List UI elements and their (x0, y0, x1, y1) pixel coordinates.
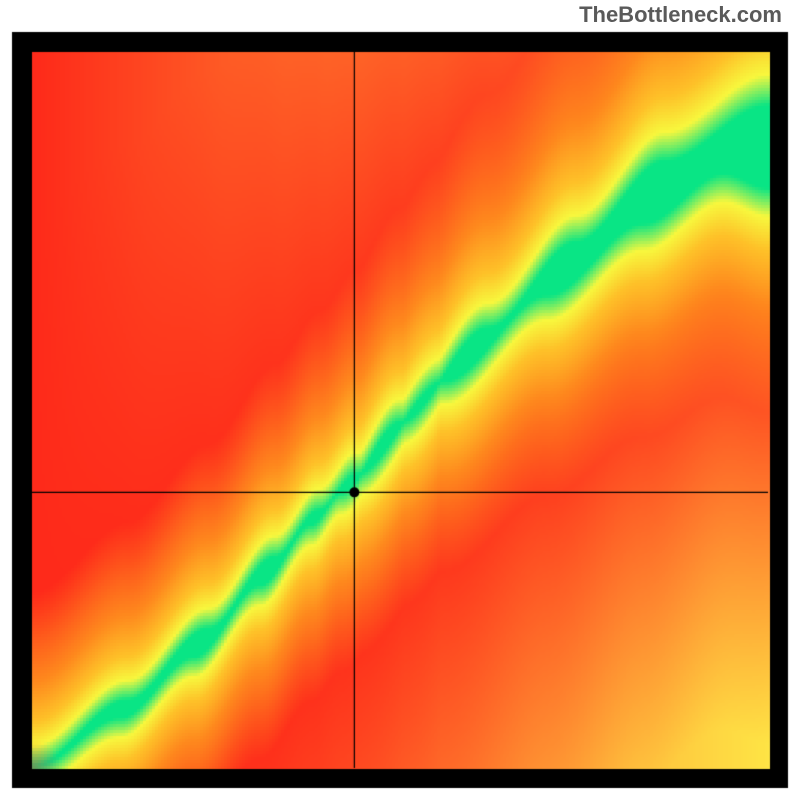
chart-container: TheBottleneck.com (0, 0, 800, 800)
watermark-text: TheBottleneck.com (579, 2, 782, 28)
heatmap-canvas (0, 0, 800, 800)
